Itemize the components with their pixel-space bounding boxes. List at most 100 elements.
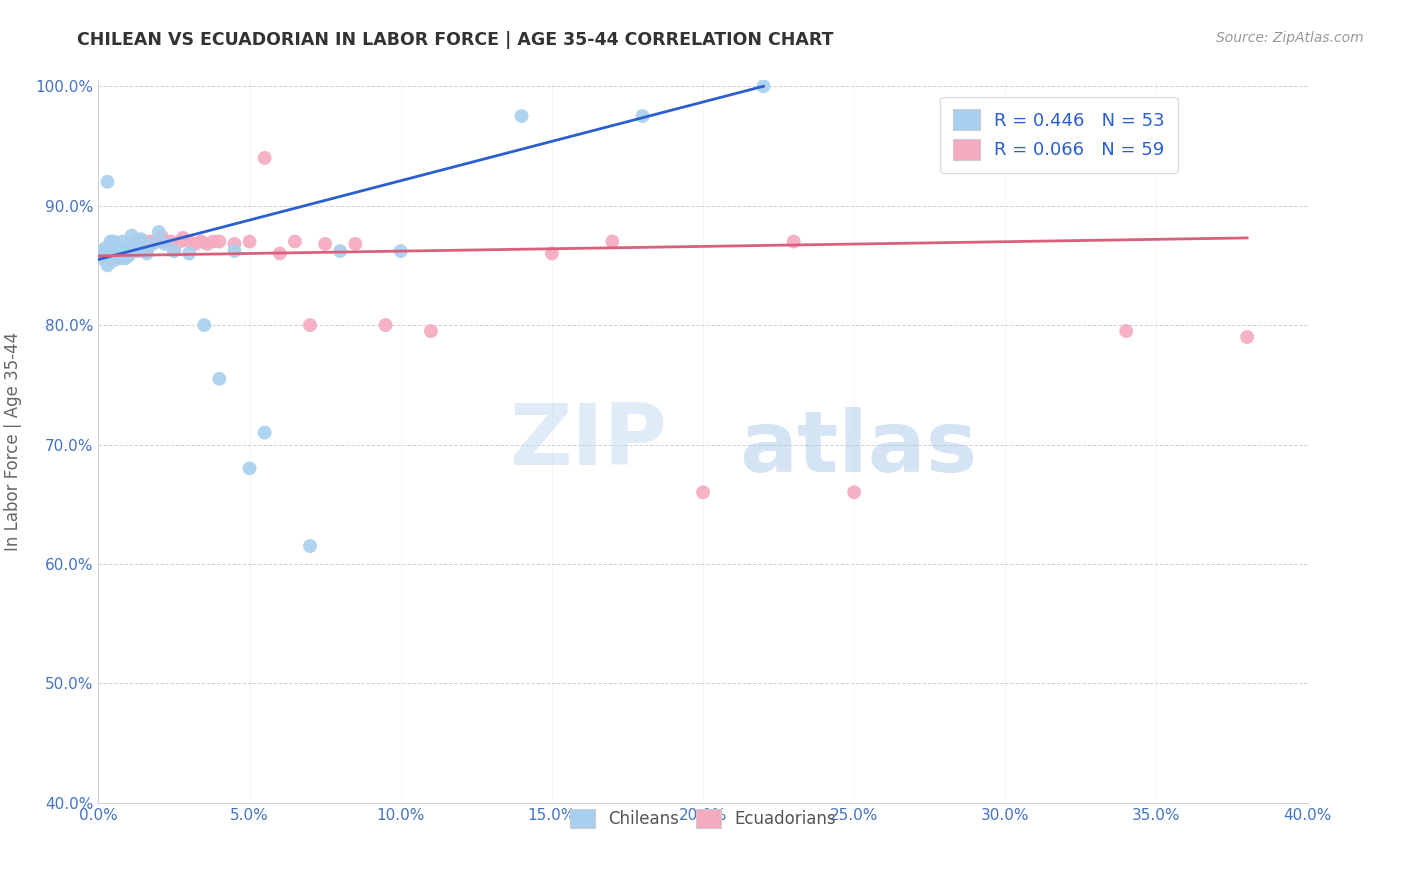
Point [114, 249, 136, 263]
Point [108, 242, 131, 256]
Point [118, 244, 141, 258]
Point [105, 244, 128, 258]
Point [103, 249, 125, 263]
Point [208, 235, 231, 249]
Point [121, 244, 143, 258]
Point [93, 244, 115, 258]
Point [202, 235, 225, 249]
Point [783, 235, 806, 249]
Point [111, 244, 134, 258]
Point [100, 251, 122, 265]
Point [179, 246, 201, 260]
Point [111, 244, 134, 258]
Point [284, 235, 307, 249]
Point [124, 235, 146, 249]
Point [329, 244, 352, 258]
Y-axis label: In Labor Force | Age 35-44: In Labor Force | Age 35-44 [4, 332, 21, 551]
Point [163, 244, 186, 258]
Point [105, 249, 128, 263]
Point [96, 249, 118, 263]
Point [139, 235, 162, 249]
Point [90, 244, 112, 258]
Point [105, 244, 128, 258]
Point [118, 242, 141, 256]
Point [153, 236, 176, 251]
Point [100, 244, 122, 258]
Point [374, 318, 396, 332]
Point [105, 236, 128, 251]
Point [114, 251, 136, 265]
Point [118, 246, 141, 260]
Point [108, 251, 131, 265]
Point [184, 236, 207, 251]
Point [118, 249, 141, 263]
Point [108, 244, 131, 258]
Point [692, 485, 714, 500]
Text: CHILEAN VS ECUADORIAN IN LABOR FORCE | AGE 35-44 CORRELATION CHART: CHILEAN VS ECUADORIAN IN LABOR FORCE | A… [77, 31, 834, 49]
Point [1115, 324, 1137, 338]
Point [172, 231, 194, 245]
Point [108, 249, 131, 263]
Point [93, 242, 115, 256]
Point [135, 246, 157, 260]
Point [195, 236, 218, 251]
Point [253, 151, 276, 165]
Point [510, 109, 533, 123]
Point [100, 244, 122, 258]
Point [96, 249, 118, 263]
Point [148, 235, 170, 249]
Point [193, 318, 215, 332]
Point [752, 79, 775, 94]
Point [239, 461, 262, 475]
Point [179, 235, 201, 249]
Point [124, 240, 146, 254]
Point [389, 244, 412, 258]
Point [111, 251, 134, 265]
Point [103, 249, 125, 263]
Point [127, 235, 149, 249]
Point [127, 244, 149, 258]
Point [90, 249, 112, 263]
Point [153, 235, 176, 249]
Point [96, 175, 118, 189]
Text: Source: ZipAtlas.com: Source: ZipAtlas.com [1216, 31, 1364, 45]
Point [540, 246, 562, 260]
Point [129, 232, 152, 246]
Point [150, 229, 173, 244]
Point [163, 244, 186, 258]
Point [142, 236, 165, 251]
Text: ZIP: ZIP [509, 400, 666, 483]
Point [299, 539, 322, 553]
Point [299, 318, 322, 332]
Text: atlas: atlas [740, 408, 977, 491]
Point [114, 244, 136, 258]
Point [124, 244, 146, 258]
Point [142, 235, 165, 249]
Point [93, 249, 115, 263]
Point [129, 236, 152, 251]
Point [111, 249, 134, 263]
Point [344, 236, 367, 251]
Point [132, 244, 155, 258]
Point [190, 235, 212, 249]
Point [90, 251, 112, 265]
Point [96, 259, 118, 273]
Point [90, 244, 112, 258]
Point [269, 246, 291, 260]
Point [208, 372, 231, 386]
Point [121, 244, 143, 258]
Point [108, 246, 131, 260]
Point [631, 109, 654, 123]
Point [239, 235, 262, 249]
Point [111, 235, 134, 249]
Point [100, 249, 122, 263]
Point [103, 253, 125, 268]
Point [253, 425, 276, 440]
Point [100, 235, 122, 249]
Point [148, 225, 170, 239]
Point [103, 242, 125, 256]
Point [103, 235, 125, 249]
Point [103, 244, 125, 258]
Point [105, 236, 128, 251]
Point [420, 324, 443, 338]
